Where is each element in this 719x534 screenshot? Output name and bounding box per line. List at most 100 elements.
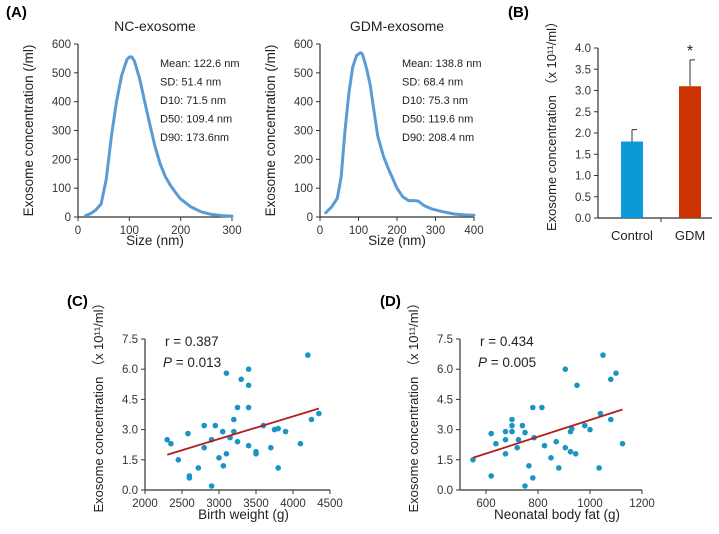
data-point bbox=[556, 465, 562, 471]
data-point bbox=[600, 352, 606, 358]
x-tick-label: 800 bbox=[528, 498, 547, 510]
chart-title: GDM-exosome bbox=[350, 18, 444, 34]
y-tick-label: 1.0 bbox=[575, 171, 591, 183]
data-point bbox=[470, 457, 476, 463]
data-point bbox=[275, 465, 282, 471]
data-point bbox=[268, 444, 274, 451]
data-point bbox=[553, 438, 559, 445]
distribution-curve bbox=[84, 55, 234, 218]
data-point bbox=[305, 352, 311, 358]
x-tick-label: 300 bbox=[222, 225, 241, 237]
y-axis-label: Exosome concentration （x 10¹¹/ml） bbox=[544, 15, 559, 231]
data-point bbox=[168, 440, 174, 447]
data-point bbox=[245, 404, 252, 411]
data-point bbox=[514, 444, 520, 451]
data-point bbox=[574, 382, 580, 389]
category-label: Control bbox=[611, 228, 653, 243]
y-tick-label: 500 bbox=[52, 68, 71, 80]
data-point bbox=[562, 444, 569, 451]
data-point bbox=[587, 426, 593, 433]
data-point bbox=[175, 457, 182, 463]
x-tick-label: 0 bbox=[75, 225, 81, 237]
x-tick-label: 2500 bbox=[169, 498, 195, 510]
distribution-curve bbox=[324, 51, 476, 217]
y-tick-label: 3.0 bbox=[122, 425, 138, 437]
r-value: r = 0.387 bbox=[165, 334, 219, 349]
data-point bbox=[223, 370, 230, 377]
data-point bbox=[186, 475, 193, 481]
y-tick-label: 0 bbox=[65, 212, 71, 224]
data-point bbox=[282, 428, 289, 435]
y-tick-label: 300 bbox=[294, 126, 313, 138]
y-tick-label: 200 bbox=[294, 154, 313, 166]
y-tick-label: 200 bbox=[52, 154, 71, 166]
data-point bbox=[596, 465, 602, 471]
x-axis-label: Neonatal body fat (g) bbox=[494, 507, 620, 522]
data-point bbox=[231, 416, 237, 423]
p-value: P = 0.013 bbox=[163, 355, 221, 370]
stat-annotation: D90: 208.4 nm bbox=[402, 132, 474, 144]
data-point bbox=[201, 444, 207, 451]
data-point bbox=[220, 463, 227, 469]
y-tick-label: 4.5 bbox=[437, 394, 453, 406]
data-point bbox=[245, 382, 252, 389]
stat-annotation: Mean: 122.6 nm bbox=[160, 58, 240, 70]
y-tick-label: 3.0 bbox=[575, 86, 591, 98]
data-point bbox=[185, 430, 191, 437]
category-label: GDM bbox=[675, 228, 705, 243]
panel-label-c: (C) bbox=[67, 293, 88, 310]
stat-annotation: Mean: 138.8 nm bbox=[402, 58, 482, 70]
y-tick-label: 2.5 bbox=[575, 107, 591, 119]
y-tick-label: 3.5 bbox=[575, 64, 591, 76]
data-point bbox=[572, 451, 579, 457]
y-tick-label: 4.0 bbox=[575, 43, 591, 55]
stat-annotation: D50: 109.4 nm bbox=[160, 114, 232, 126]
x-tick-label: 100 bbox=[120, 225, 139, 237]
stat-annotation: D10: 75.3 nm bbox=[402, 95, 468, 107]
y-axis-label: Exosome concentration （x 10¹¹/ml） bbox=[91, 296, 106, 512]
x-tick-label: 4000 bbox=[280, 498, 306, 510]
y-tick-label: 100 bbox=[52, 183, 71, 195]
x-tick-label: 4500 bbox=[317, 498, 343, 510]
x-tick-label: 0 bbox=[317, 225, 323, 237]
y-tick-label: 2.0 bbox=[575, 128, 591, 140]
x-tick-label: 100 bbox=[349, 225, 368, 237]
bar-gdm bbox=[679, 86, 701, 218]
data-point bbox=[613, 370, 619, 377]
nc-exosome-chart: 0 100 200 300 400 500 600 0 100 200 300 NC-exosome S… bbox=[21, 18, 242, 248]
data-point bbox=[509, 422, 515, 429]
data-point bbox=[522, 429, 528, 436]
y-tick-label: 0 bbox=[307, 212, 313, 224]
x-axis-label: Size (nm) bbox=[126, 233, 184, 248]
y-tick-label: 7.5 bbox=[437, 334, 453, 346]
bar-control bbox=[621, 141, 643, 218]
stat-annotation: SD: 51.4 nm bbox=[160, 77, 221, 89]
stat-annotation: D50: 119.6 nm bbox=[402, 114, 473, 126]
x-tick-label: 1000 bbox=[577, 498, 603, 510]
data-point bbox=[502, 451, 509, 457]
x-tick-label: 400 bbox=[464, 225, 483, 237]
data-point bbox=[608, 376, 614, 383]
data-point bbox=[488, 430, 495, 437]
data-point bbox=[195, 465, 202, 471]
panel-label-a: (A) bbox=[6, 4, 27, 21]
data-point bbox=[231, 428, 237, 435]
data-point bbox=[515, 436, 522, 443]
y-axis-label: Exosome concentration （x 10¹¹/ml） bbox=[406, 296, 421, 512]
data-point bbox=[567, 448, 574, 455]
x-axis-label: Birth weight (g) bbox=[198, 507, 289, 522]
data-point bbox=[530, 404, 536, 411]
r-value: r = 0.434 bbox=[480, 334, 534, 349]
y-tick-label: 7.5 bbox=[122, 334, 138, 346]
data-point bbox=[582, 422, 588, 429]
data-point bbox=[201, 422, 207, 429]
data-point bbox=[234, 438, 241, 445]
y-tick-label: 0.0 bbox=[575, 213, 591, 225]
data-point bbox=[502, 428, 509, 435]
data-point bbox=[519, 422, 526, 429]
stat-annotation: D90: 173.6nm bbox=[160, 132, 229, 144]
birth-weight-scatter: 0.0 1.5 3.0 4.5 6.0 7.5 2000 2500 3000 3500 4000 45… bbox=[91, 296, 343, 522]
y-tick-label: 300 bbox=[52, 126, 71, 138]
y-tick-label: 0.5 bbox=[575, 192, 591, 204]
